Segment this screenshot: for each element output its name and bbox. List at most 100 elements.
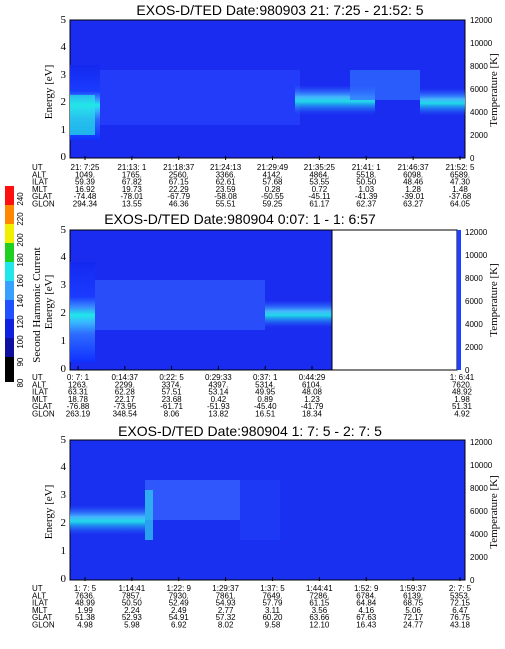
table-cell: 19.73 xyxy=(122,185,143,194)
table-cell: -76.88 xyxy=(67,402,90,411)
panel-1-heat-band-c xyxy=(420,88,465,116)
colorbar-seg xyxy=(5,357,14,382)
p3-y2tick-3: 6000 xyxy=(470,507,488,516)
table-cell: 50.50 xyxy=(356,178,377,187)
table-cell: 60.20 xyxy=(262,613,283,622)
table-cell: 23.68 xyxy=(162,395,183,404)
colorbar-seg xyxy=(5,319,14,338)
colorbar-seg xyxy=(5,262,14,281)
panel-3-heat-band-a xyxy=(70,505,145,535)
panel-1-title: EXOS-D/TED Date:980903 21: 7:25 - 21:52:… xyxy=(136,2,423,18)
table-cell: 53.55 xyxy=(309,178,330,187)
table-cell: -50.55 xyxy=(261,192,284,201)
p2-ytick-5: 5 xyxy=(61,224,67,236)
panel-3-heat-spike xyxy=(145,490,153,540)
table-cell: 2299. xyxy=(115,380,135,389)
table-cell: 21:24:13 xyxy=(210,163,242,172)
table-cell: 63.66 xyxy=(309,613,330,622)
panel-1-heat-mid xyxy=(100,70,300,125)
panel-2-heat-band xyxy=(265,300,332,328)
table-cell: 4142. xyxy=(262,170,282,179)
table-cell: 7286. xyxy=(309,591,329,600)
table-cell: 16.92 xyxy=(75,185,96,194)
p1-y2tick-0: 0 xyxy=(470,154,475,163)
p2-y2tick-2: 4000 xyxy=(465,320,483,329)
table-cell: 0:14:37 xyxy=(111,373,138,382)
panel-1-left-axis: 0 1 2 3 4 5 xyxy=(61,14,67,163)
cb-tick: 100 xyxy=(16,335,25,349)
p1-y2tick-4: 8000 xyxy=(470,62,488,71)
table-cell: 5314. xyxy=(255,380,275,389)
table-cell: 1:29:37 xyxy=(212,584,239,593)
table-cell: -39.01 xyxy=(402,192,425,201)
p2-y2tick-0: 0 xyxy=(465,366,470,375)
table-row-label: ILAT xyxy=(32,388,48,397)
table-cell: -41.39 xyxy=(355,192,378,201)
table-cell: 4397. xyxy=(208,380,228,389)
table-cell: 63.31 xyxy=(68,388,89,397)
table-cell: 4.98 xyxy=(77,621,93,630)
table-cell: 59.25 xyxy=(262,200,283,209)
table-cell: 59.39 xyxy=(75,178,96,187)
table-row-label: GLON xyxy=(32,410,55,419)
table-cell: 23.59 xyxy=(216,185,237,194)
table-cell: 1049. xyxy=(75,170,95,179)
p3-ytick-2: 2 xyxy=(61,517,67,529)
table-cell: 22.29 xyxy=(169,185,190,194)
panel-2-heat-start xyxy=(70,262,95,362)
table-cell: 51.31 xyxy=(452,402,473,411)
panel-2-gap xyxy=(331,229,458,371)
table-cell: 49.95 xyxy=(255,388,276,397)
table-cell: 6.47 xyxy=(452,606,468,615)
table-cell: 3.56 xyxy=(312,606,328,615)
p3-ytick-5: 5 xyxy=(61,434,67,446)
table-cell: -67.79 xyxy=(167,192,190,201)
table-cell: 7636. xyxy=(75,591,95,600)
table-row-label: ALT xyxy=(32,380,46,389)
table-cell: 21:41: 1 xyxy=(352,163,381,172)
table-cell: 76.75 xyxy=(450,613,471,622)
panel-3-title: EXOS-D/TED Date:980904 1: 7: 5 - 2: 7: 5 xyxy=(118,423,382,439)
cb-tick: 220 xyxy=(16,212,25,226)
table-cell: 6139. xyxy=(403,591,423,600)
table-cell: 21: 7:25 xyxy=(71,163,100,172)
panel-3-right-axis: 0 2000 4000 6000 8000 10000 12000 xyxy=(470,438,493,585)
table-cell: 4.16 xyxy=(358,606,374,615)
p1-y2label: Temperature [K] xyxy=(488,53,500,126)
table-cell: -78.01 xyxy=(121,192,144,201)
panel-2-heat-end xyxy=(457,230,461,370)
table-cell: 61.17 xyxy=(309,200,330,209)
table-cell: 2: 7: 5 xyxy=(449,584,472,593)
table-cell: 5518. xyxy=(356,170,376,179)
table-cell: 3.11 xyxy=(265,606,281,615)
p1-ytick-4: 4 xyxy=(61,41,67,53)
table-cell: 52.49 xyxy=(169,599,190,608)
table-cell: 0.28 xyxy=(265,185,281,194)
table-cell: 0:22: 5 xyxy=(159,373,184,382)
p3-ytick-0: 0 xyxy=(61,573,67,585)
table-cell: 67.82 xyxy=(122,178,143,187)
table-cell: 55.51 xyxy=(216,200,237,209)
table-cell: 1263. xyxy=(68,380,88,389)
panel-3-left-axis: 0 1 2 3 4 5 xyxy=(61,434,67,585)
table-cell: 5.06 xyxy=(405,606,421,615)
panel-1-heat-core xyxy=(70,95,95,135)
table-row-label: MLT xyxy=(32,185,48,194)
p2-y2tick-4: 8000 xyxy=(465,274,483,283)
table-cell: 53.14 xyxy=(208,388,229,397)
colorbar-label: Second Harmonic Current xyxy=(31,247,43,362)
table-row-label: UT xyxy=(32,373,43,382)
panel-2: EXOS-D/TED Date:980904 0:07: 1 - 1: 6:57… xyxy=(32,211,500,419)
p1-y2tick-1: 2000 xyxy=(470,131,488,140)
table-cell: 6589. xyxy=(450,170,470,179)
p3-y2tick-5: 10000 xyxy=(470,461,493,470)
table-cell: 6098. xyxy=(403,170,423,179)
table-row-label: ILAT xyxy=(32,178,48,187)
table-cell: 0.72 xyxy=(312,185,328,194)
panel-2-right-axis: 0 2000 4000 6000 8000 10000 12000 xyxy=(465,228,488,375)
panel-1-heat-band-b xyxy=(350,70,420,100)
table-row-label: ALT xyxy=(32,591,46,600)
table-cell: 2560. xyxy=(169,170,189,179)
p3-y2tick-2: 4000 xyxy=(470,530,488,539)
panel-3-heat-band-b xyxy=(145,480,240,520)
